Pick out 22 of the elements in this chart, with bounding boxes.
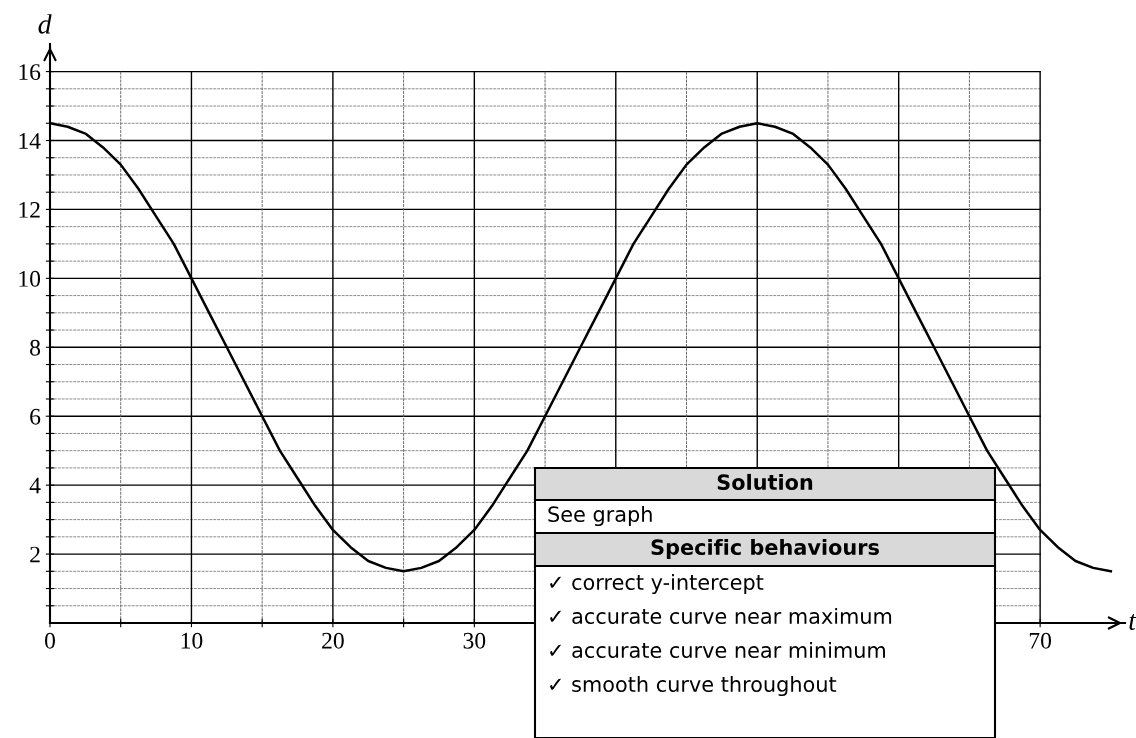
y-tick-label: 2 [30,546,40,563]
annotation: ✓ correct y-intercept [550,573,764,595]
x-tick-label: 70 [1029,632,1052,649]
text: ✓ smooth curve throughout [550,675,837,697]
x-tick-label: 10 [181,632,203,649]
y-tick-label: 10 [19,270,41,287]
x-tick-label: 0 [45,632,55,649]
annotation: See graph [548,505,652,527]
y-axis-title: d [38,14,52,34]
x-tick-label: 30 [463,632,486,649]
annotation: Specific behaviours [651,538,879,560]
x-tick-label: 20 [322,632,344,649]
y-tick-label: 6 [30,408,41,425]
y-tick-label: 14 [19,133,41,149]
annotation: ✓ accurate curve near maximum [550,607,892,625]
x-axis-title: t [1129,614,1136,630]
y-tick-label: 16 [19,64,41,80]
annotation: Solution [717,473,813,491]
y-tick-label: 8 [30,339,41,356]
text: ✓ accurate curve near minimum [550,641,885,659]
y-tick-label: 12 [19,201,40,218]
y-tick-label: 4 [29,477,41,494]
